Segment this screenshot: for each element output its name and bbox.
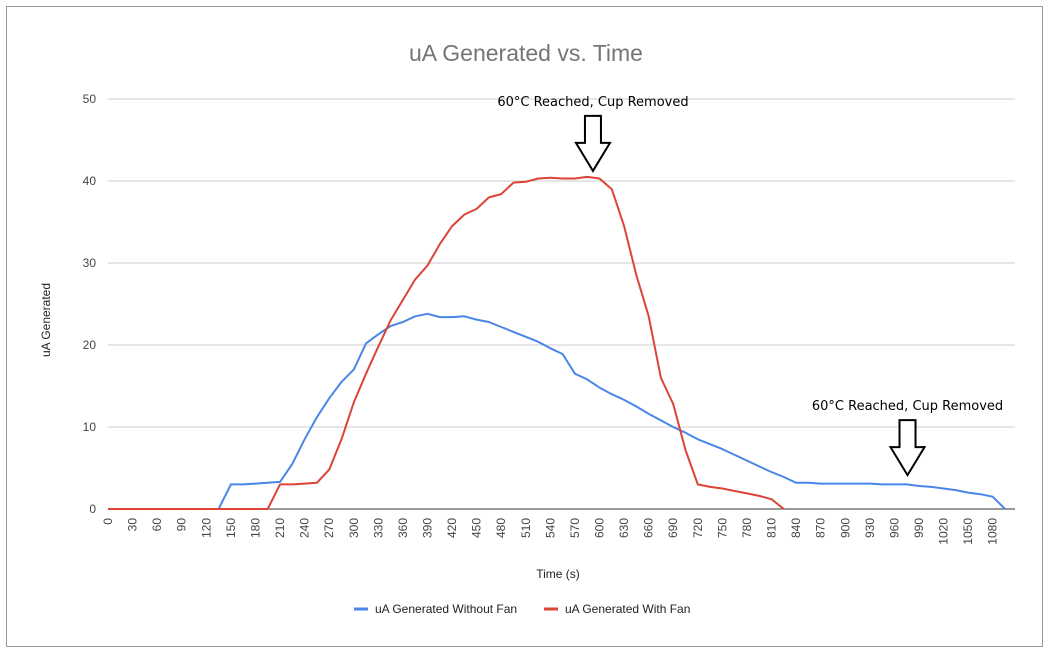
x-tick-label: 1020 (937, 518, 951, 545)
x-tick-label: 1050 (961, 518, 975, 545)
annotation-arrow (574, 114, 612, 173)
x-tick-label: 420 (445, 518, 459, 538)
x-tick-label: 930 (863, 518, 877, 538)
chart-frame (6, 6, 1043, 647)
x-tick-label: 810 (765, 518, 779, 538)
x-tick-label: 510 (519, 518, 533, 538)
y-tick-label: 50 (83, 92, 97, 106)
x-tick-label: 570 (568, 518, 582, 538)
x-tick-label: 780 (740, 518, 754, 538)
y-tick-label: 10 (83, 420, 97, 434)
x-tick-label: 450 (470, 518, 484, 538)
x-tick-label: 60 (150, 518, 164, 532)
x-tick-label: 750 (715, 518, 729, 538)
x-tick-label: 660 (642, 518, 656, 538)
x-tick-label: 990 (912, 518, 926, 538)
series-line-2 (108, 175, 785, 510)
x-tick-label: 180 (248, 518, 262, 538)
x-tick-label: 1080 (986, 518, 1000, 545)
annotation-arrow (888, 419, 927, 478)
x-tick-label: 960 (887, 518, 901, 538)
x-tick-label: 210 (273, 518, 287, 538)
x-tick-label: 0 (101, 518, 115, 525)
chart-title: uA Generated vs. Time (409, 40, 643, 66)
annotation-label: 60°C Reached, Cup Removed (812, 399, 1003, 414)
x-tick-label: 360 (396, 518, 410, 538)
x-tick-label: 390 (420, 518, 434, 538)
x-tick-label: 600 (593, 518, 607, 538)
y-axis-label: uA Generated (39, 283, 53, 357)
legend-label: uA Generated With Fan (565, 602, 690, 616)
x-tick-label: 720 (691, 518, 705, 538)
x-tick-label: 240 (298, 518, 312, 538)
x-tick-label: 90 (175, 518, 189, 532)
x-tick-label: 330 (371, 518, 385, 538)
series-line-1 (108, 312, 1006, 510)
x-tick-label: 270 (322, 518, 336, 538)
x-tick-label: 480 (494, 518, 508, 538)
x-tick-label: 870 (814, 518, 828, 538)
x-axis-label: Time (s) (536, 567, 580, 581)
y-tick-label: 30 (83, 256, 97, 270)
x-tick-label: 900 (838, 518, 852, 538)
x-tick-label: 540 (543, 518, 557, 538)
x-tick-label: 630 (617, 518, 631, 538)
x-tick-label: 690 (666, 518, 680, 538)
y-tick-label: 0 (89, 502, 96, 516)
y-tick-label: 40 (83, 174, 97, 188)
x-tick-label: 120 (199, 518, 213, 538)
annotations: 60°C Reached, Cup Removed 60°C Reached, C… (497, 95, 1003, 478)
series-layer (108, 175, 1006, 510)
x-tick-label: 150 (224, 518, 238, 538)
y-axis-ticks: 0 10 20 30 40 50 (83, 92, 97, 516)
y-tick-label: 20 (83, 338, 97, 352)
x-axis-ticks: 0 30 60 90 120 150 180 210 240 270 300 330 360 390 420… (101, 518, 1000, 545)
x-tick-label: 30 (126, 518, 140, 532)
legend-label: uA Generated Without Fan (375, 602, 517, 616)
gridlines (108, 98, 1015, 510)
annotation-label: 60°C Reached, Cup Removed (497, 95, 688, 110)
x-tick-label: 300 (347, 518, 361, 538)
x-tick-label: 840 (789, 518, 803, 538)
legend: uA Generated Without Fan uA Generated Wit… (354, 602, 690, 616)
